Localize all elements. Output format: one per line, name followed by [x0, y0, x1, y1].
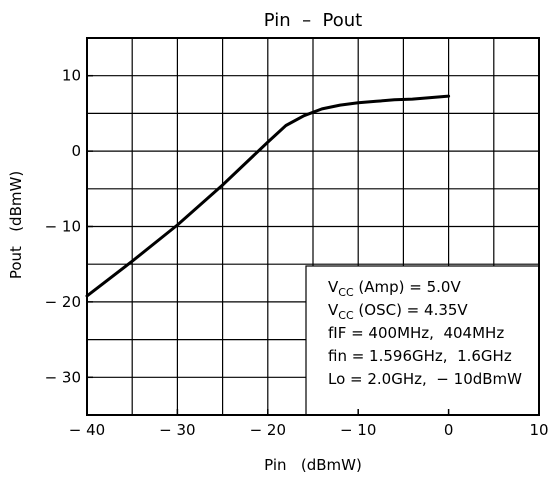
x-tick-label: − 30 [159, 421, 195, 439]
x-tick-label: − 40 [69, 421, 105, 439]
pout-curve [85, 94, 451, 298]
y-tick-labels: 10 0 − 10 − 20 − 30 [45, 67, 93, 386]
y-axis-label: Pout (dBmW) [7, 171, 25, 279]
annotation-line: VCC (OSC) = 4.35V [328, 301, 468, 322]
y-tick-label: 0 [71, 142, 81, 160]
annotation-box-rect [305, 265, 540, 416]
x-tick-label: − 10 [340, 421, 376, 439]
annotation-box [305, 265, 540, 416]
annotation-line: fIF = 400MHz, 404MHz [328, 324, 504, 342]
y-tick-label: 10 [62, 67, 81, 85]
x-tick-label: − 20 [250, 421, 286, 439]
annotation-line: Lo = 2.0GHz, − 10dBmW [328, 370, 522, 388]
x-tick-labels: − 40 − 30 − 20 − 10 0 10 [69, 409, 549, 439]
x-tick-label: 0 [444, 421, 454, 439]
chart-title: Pin – Pout [264, 10, 362, 31]
x-axis-label: Pin (dBmW) [264, 456, 362, 474]
annotation-line: fin = 1.596GHz, 1.6GHz [328, 347, 512, 365]
x-tick-label: 10 [529, 421, 548, 439]
y-tick-label: − 30 [45, 368, 81, 386]
annotation-line: VCC (Amp) = 5.0V [328, 278, 461, 299]
y-tick-label: − 20 [45, 293, 81, 311]
y-tick-label: − 10 [45, 218, 81, 236]
series-layer [85, 94, 451, 298]
